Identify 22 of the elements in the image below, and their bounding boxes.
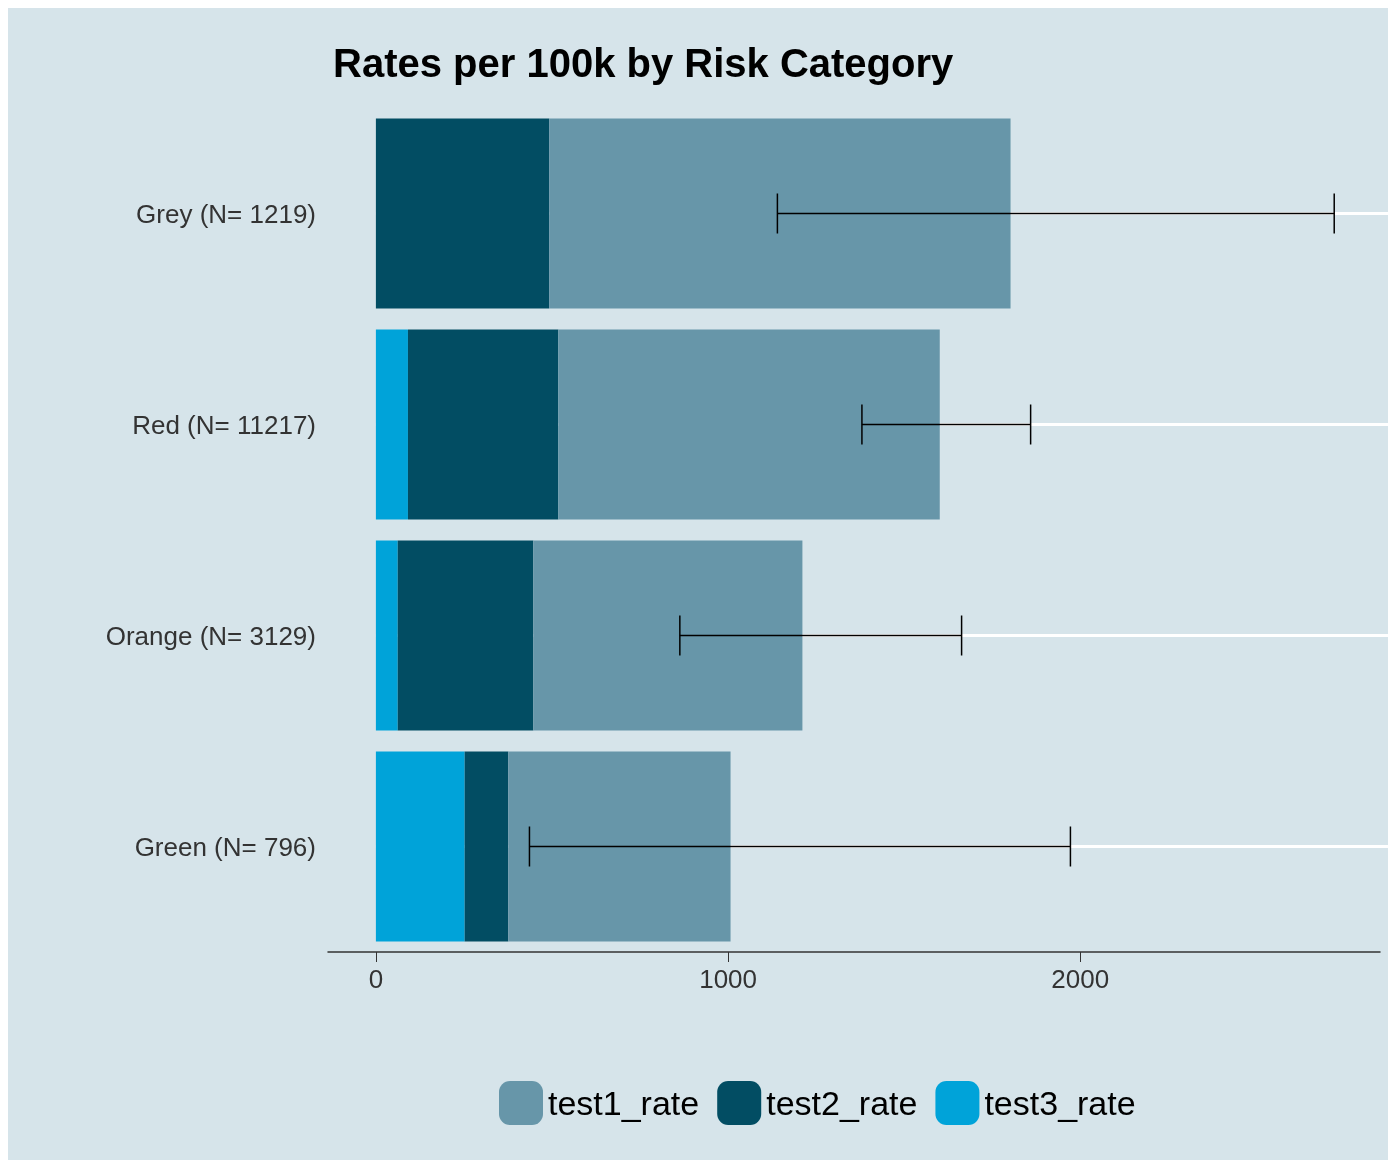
bar xyxy=(375,329,408,520)
bar xyxy=(464,751,509,942)
legend-label: test3_rate xyxy=(984,1084,1136,1122)
y-tick-label: Green (N= 796) xyxy=(134,831,316,862)
bar xyxy=(508,751,731,942)
legend-label: test2_rate xyxy=(766,1084,918,1122)
bar xyxy=(533,540,803,731)
y-tick-label: Orange (N= 3129) xyxy=(105,620,316,651)
bar xyxy=(375,540,398,731)
y-tick-label: Red (N= 11217) xyxy=(132,409,316,440)
bar xyxy=(375,751,465,942)
x-tick-label: 2000 xyxy=(1051,964,1110,994)
bar xyxy=(397,540,534,731)
x-tick-label: 0 xyxy=(368,964,384,994)
bar xyxy=(375,118,550,309)
y-tick-label: Grey (N= 1219) xyxy=(136,198,316,229)
chart-title: Rates per 100k by Risk Category xyxy=(333,41,955,85)
bar xyxy=(407,329,559,520)
legend-label: test1_rate xyxy=(548,1084,700,1122)
bar xyxy=(558,329,940,520)
bar xyxy=(549,118,1011,309)
x-tick-label: 1000 xyxy=(699,964,758,994)
